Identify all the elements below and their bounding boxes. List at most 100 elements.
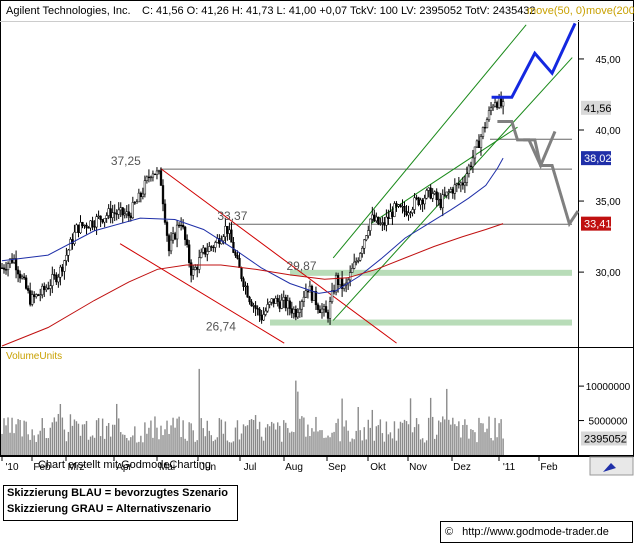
price-bar-body (45, 287, 48, 291)
price-bar-body (95, 216, 98, 228)
price-bar (300, 299, 304, 318)
price-bar (183, 225, 187, 246)
volume-bar (270, 421, 273, 455)
price-bar-body (18, 273, 22, 279)
volume-bar (105, 425, 108, 455)
volume-bar (349, 441, 351, 455)
volume-bar (49, 427, 52, 455)
price-bar-body (284, 297, 287, 309)
price-bar (361, 245, 364, 258)
price-bar-body (355, 260, 358, 263)
volume-bar (438, 420, 440, 455)
volume-bar (220, 419, 223, 455)
price-bar-body (194, 267, 197, 270)
price-bar (479, 133, 483, 156)
volume-bar (154, 416, 156, 455)
volume-bar (134, 426, 136, 455)
price-bar-body (467, 165, 471, 174)
volume-bar (148, 427, 150, 455)
price-bar-body (55, 274, 58, 283)
source-link[interactable]: © http://www.godmode-trader.de (440, 521, 633, 543)
volume-bar (244, 426, 247, 455)
volume-bar (142, 442, 144, 455)
x-tick-label: Dez (453, 462, 471, 473)
price-bar-body (336, 275, 340, 285)
volume-bar (33, 435, 35, 455)
volume-bar (130, 437, 132, 455)
volume-bar (176, 418, 178, 455)
price-bar (27, 285, 30, 294)
symbol-label: Agilent Technologies, Inc. (6, 5, 131, 17)
volume-bar (353, 439, 355, 455)
price-bar (453, 178, 456, 200)
volume-bar (440, 422, 442, 455)
scenario-grey-path (523, 138, 580, 228)
price-bar-body (157, 170, 161, 172)
price-bar-body (260, 315, 263, 321)
price-bar (135, 199, 138, 204)
price-bar-body (27, 288, 30, 291)
price-bar (266, 298, 269, 313)
price-bar (222, 234, 225, 245)
price-bar (39, 288, 42, 302)
price-bar (149, 175, 153, 182)
price-bar (485, 117, 489, 129)
price-bar (99, 215, 102, 228)
price-bar-body (137, 192, 141, 203)
price-bar-body (425, 190, 428, 199)
price-bar-body (47, 287, 50, 290)
volume-bar (285, 422, 287, 455)
volume-last-text: 2395052 (584, 434, 627, 446)
price-bar-body (131, 202, 134, 218)
chart-navigation-icon[interactable] (589, 456, 634, 476)
volume-bar (391, 438, 394, 455)
volume-bar (279, 425, 281, 455)
volume-bar (3, 418, 5, 455)
price-bar-body (413, 197, 416, 210)
price-bar-body (276, 298, 279, 303)
volume-bar (462, 424, 464, 455)
price-bar-body (455, 183, 458, 186)
source-url[interactable]: http://www.godmode-trader.de (462, 526, 609, 538)
price-bar-body (373, 214, 376, 222)
price-bar-body (139, 192, 143, 197)
volume-bar (341, 398, 343, 455)
price-bar-body (437, 198, 440, 201)
price-bar-body (133, 202, 136, 204)
volume-bar (232, 441, 235, 455)
volume-bar (206, 420, 208, 455)
price-bar-body (93, 226, 96, 228)
volume-bar (9, 432, 11, 455)
volume-bar (156, 427, 158, 455)
price-bar-body (65, 255, 68, 261)
price-bar (73, 224, 76, 246)
down-channel-lower (119, 243, 285, 344)
price-bar-body (310, 285, 314, 301)
volume-bar (180, 437, 182, 455)
price-bar (296, 308, 299, 319)
volume-bar (29, 439, 31, 455)
price-bar-body (270, 298, 273, 303)
volume-bar (246, 425, 249, 455)
price-bar-body (63, 260, 66, 272)
volume-bar (347, 430, 349, 455)
price-bar-body (375, 216, 378, 222)
price-bar-body (451, 189, 454, 194)
price-bar-body (159, 170, 163, 186)
price-bar-body (383, 222, 386, 226)
volume-bar (79, 435, 82, 455)
volume-bar (474, 432, 476, 455)
volume-bar (11, 417, 13, 455)
ma50-line (1, 157, 504, 294)
x-tick-label: Mai (159, 462, 175, 473)
volume-bar (395, 440, 398, 455)
copyright-icon: © (445, 526, 454, 538)
price-bar-body (89, 220, 92, 229)
quote-label: C: 41,56 O: 41,26 H: 41,73 L: 41,00 +0,0… (142, 5, 536, 17)
volume-title: VolumeUnits (6, 351, 62, 362)
price-bar-body (244, 285, 247, 288)
price-bar (234, 249, 237, 258)
volume-bar (446, 388, 448, 455)
volume-bar (277, 422, 279, 455)
price-bar-body (230, 229, 233, 243)
